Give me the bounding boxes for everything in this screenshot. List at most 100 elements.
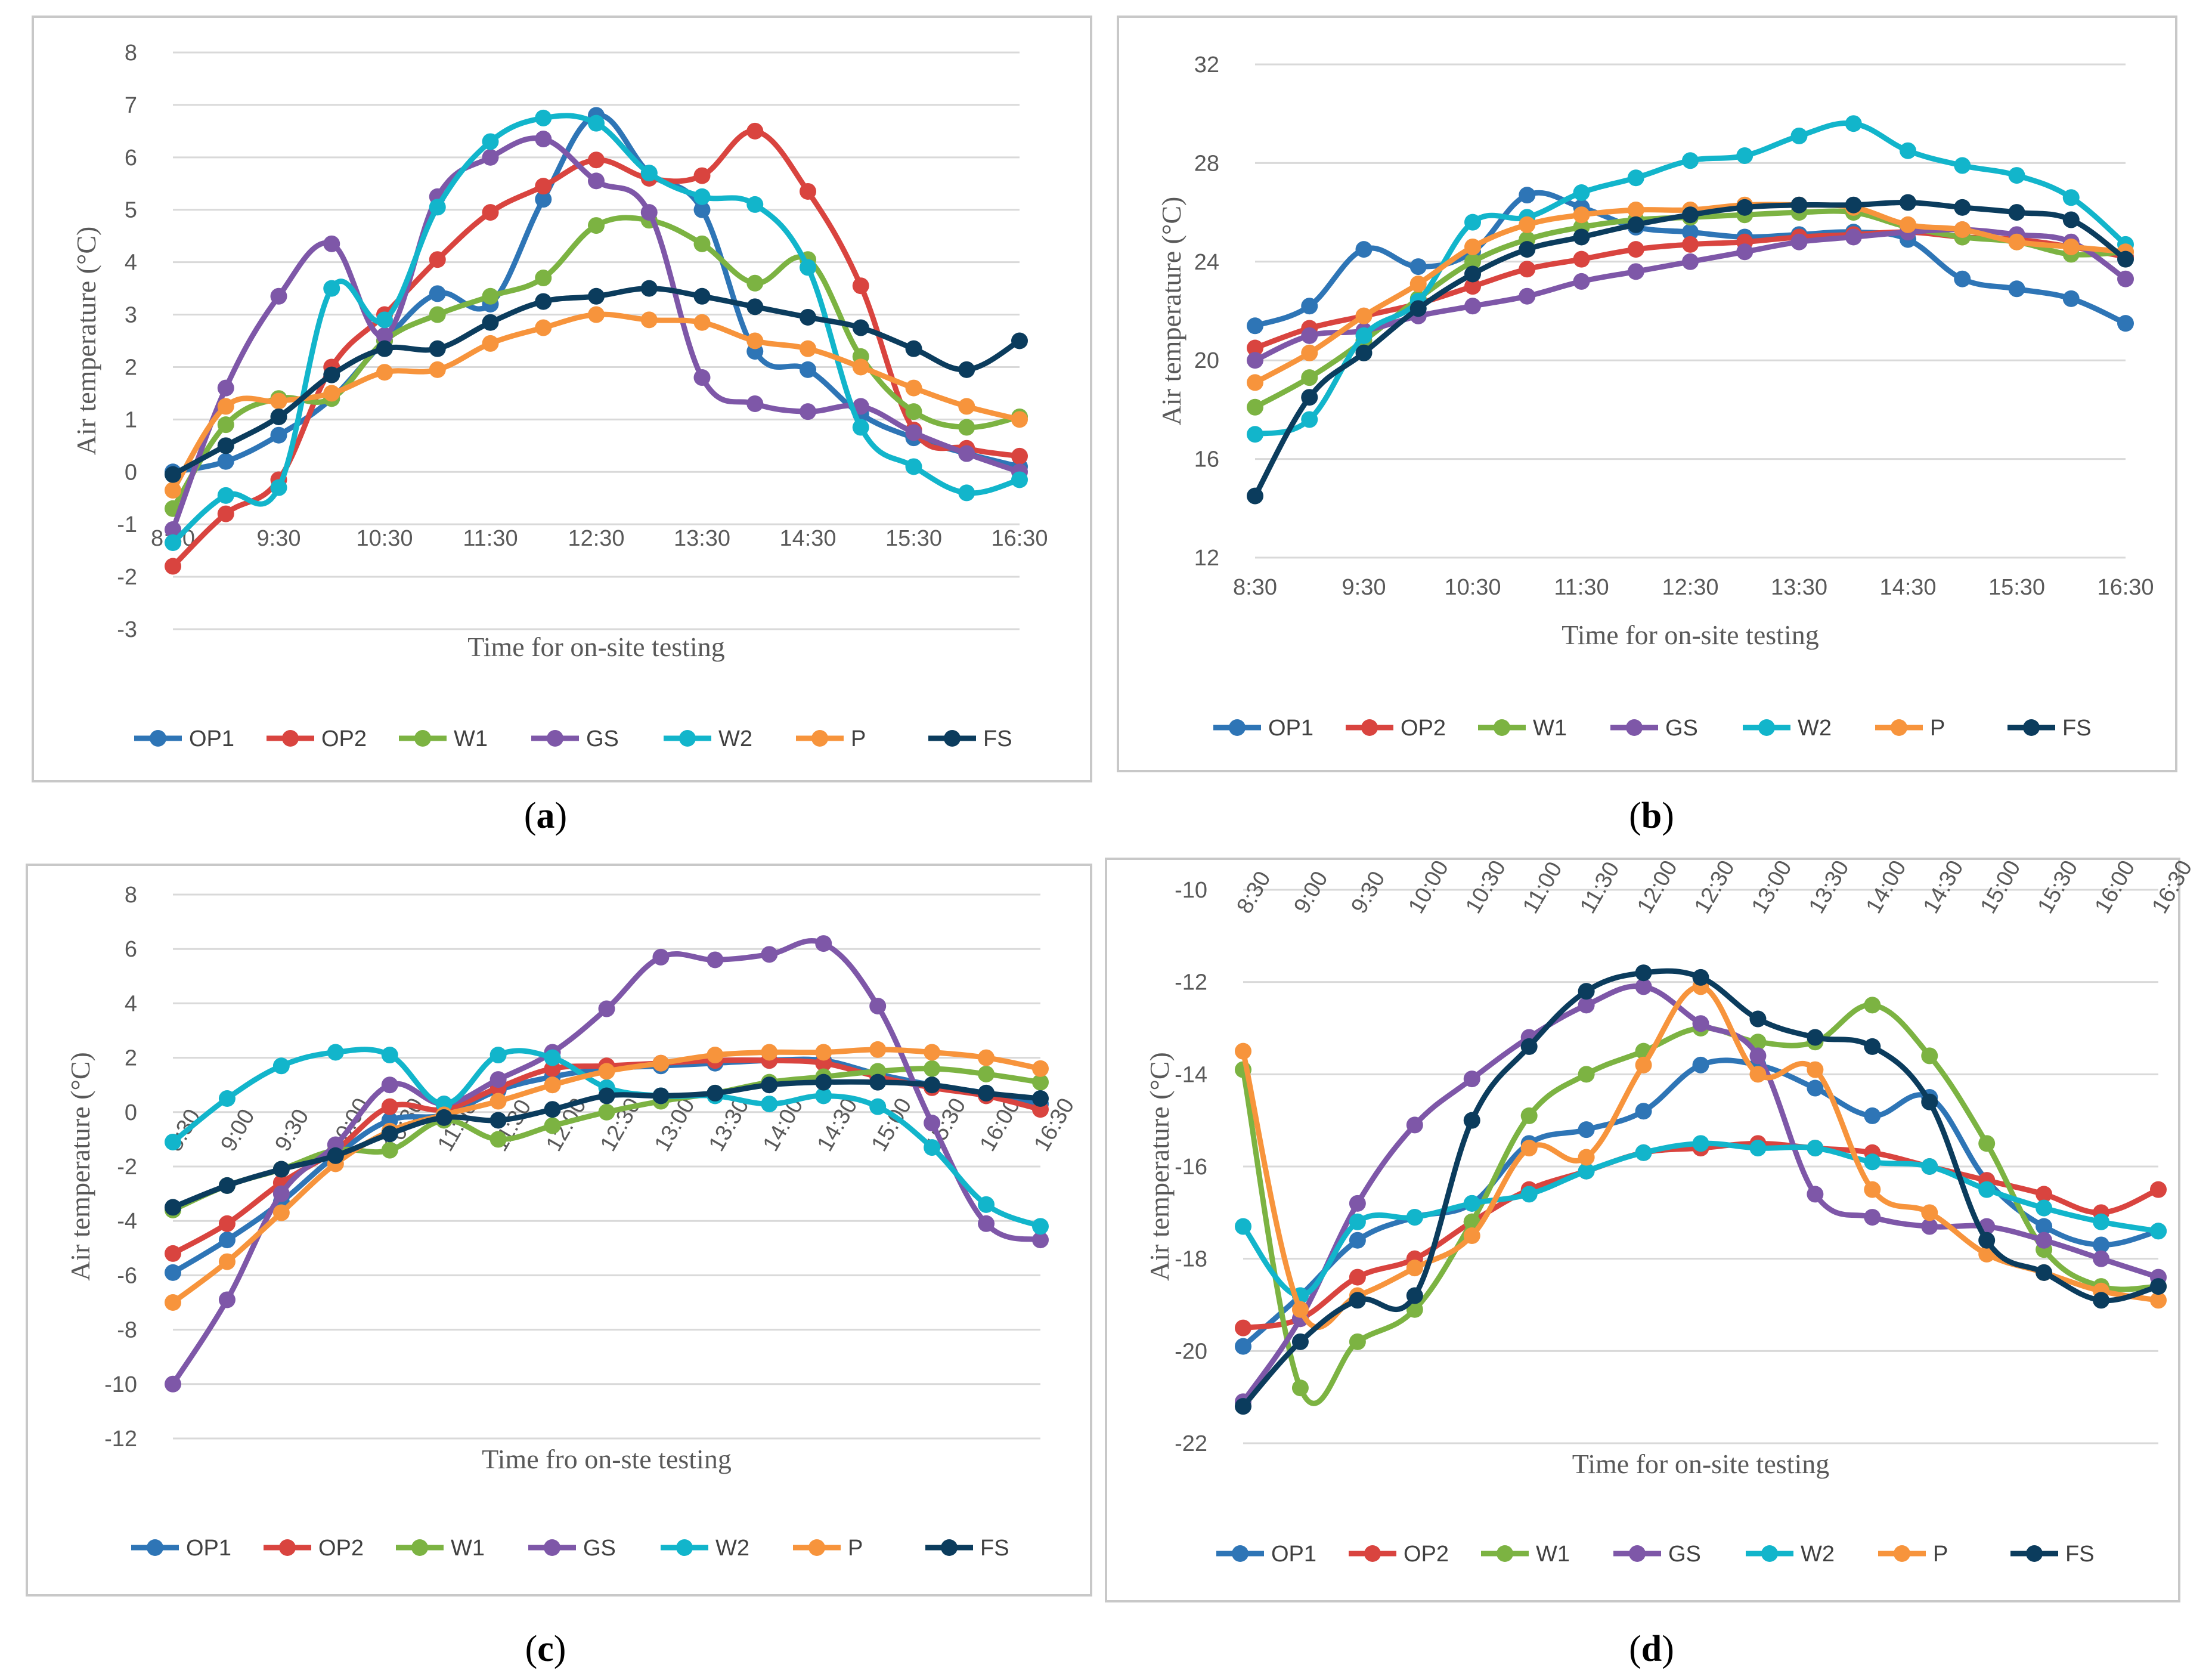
data-point — [376, 327, 393, 344]
legend-label: W1 — [1536, 1542, 1570, 1567]
data-point — [1463, 1227, 1480, 1244]
data-point — [815, 1087, 832, 1104]
data-point — [1406, 1209, 1423, 1226]
data-point — [1807, 1061, 1824, 1078]
y-tick-label: -16 — [1175, 1155, 1207, 1180]
data-point — [1235, 1398, 1251, 1415]
data-point — [1520, 1107, 1538, 1124]
data-point — [165, 521, 181, 538]
data-point — [2062, 211, 2080, 228]
data-point — [535, 319, 552, 336]
data-point — [852, 419, 869, 436]
data-point — [1682, 236, 1699, 253]
legend-label: P — [848, 1536, 863, 1561]
data-point — [588, 306, 605, 323]
y-tick-label: 1 — [125, 407, 137, 432]
y-tick-label: 8 — [125, 883, 137, 908]
data-point — [165, 534, 181, 551]
data-point — [165, 1133, 181, 1150]
legend-item-op1: OP1 — [134, 726, 234, 751]
series-gs — [165, 131, 1028, 538]
legend-marker — [411, 1539, 428, 1556]
legend-item-op1: OP1 — [1213, 716, 1313, 741]
data-point — [1247, 426, 1263, 443]
data-point — [217, 505, 234, 522]
data-point — [323, 280, 340, 297]
data-point — [218, 1177, 236, 1194]
data-point — [482, 133, 499, 150]
panel-caption: (d) — [1629, 1629, 1674, 1669]
data-point — [270, 392, 287, 410]
data-point — [1578, 1149, 1595, 1166]
legend-label: FS — [983, 726, 1012, 751]
data-point — [1736, 243, 1754, 261]
data-point — [218, 1090, 236, 1107]
legend-marker — [147, 1539, 163, 1556]
legend-marker — [2023, 719, 2040, 736]
x-tick-label: 15:30 — [2033, 856, 2083, 918]
data-point — [1464, 238, 1481, 255]
legend-marker — [544, 1539, 560, 1556]
data-point — [1409, 276, 1427, 293]
data-point — [652, 1087, 670, 1104]
y-tick-label: 6 — [125, 937, 137, 962]
x-tick-label: 16:30 — [991, 526, 1048, 551]
legend-item-w1: W1 — [399, 726, 488, 751]
data-point — [588, 217, 605, 234]
legend-marker — [1361, 719, 1378, 736]
series-w2 — [1247, 115, 2134, 443]
data-point — [535, 293, 552, 310]
x-tick-label: 13:30 — [1804, 856, 1854, 918]
data-point — [693, 369, 711, 386]
legend-label: P — [1933, 1542, 1948, 1567]
data-point — [1032, 1090, 1049, 1107]
data-point — [2036, 1218, 2053, 1235]
series-w2 — [1235, 1135, 2167, 1304]
data-point — [978, 1084, 995, 1102]
series-fs — [1247, 194, 2134, 505]
data-point — [1749, 1047, 1767, 1065]
chart-frame — [1117, 16, 2177, 772]
data-point — [272, 1204, 290, 1221]
chart-panel-a: -3-2-10123456788:309:3010:3011:3012:3013… — [32, 16, 1092, 836]
data-point — [598, 1000, 615, 1017]
data-point — [482, 148, 499, 166]
data-point — [270, 479, 287, 496]
data-point — [490, 1112, 507, 1129]
data-point — [270, 408, 287, 425]
x-tick-label: 13:30 — [674, 526, 730, 551]
data-point — [1406, 1260, 1423, 1277]
data-point — [1247, 352, 1263, 369]
data-point — [905, 340, 922, 357]
x-tick-label: 11:30 — [1575, 858, 1625, 918]
data-point — [2036, 1232, 2053, 1249]
series-op2 — [165, 122, 1028, 575]
data-point — [381, 1047, 398, 1064]
data-point — [2150, 1223, 2167, 1240]
y-tick-label: -20 — [1175, 1339, 1207, 1364]
legend-label: W2 — [718, 726, 752, 751]
data-point — [1301, 298, 1318, 315]
data-point — [217, 398, 234, 415]
x-tick-label: 12:30 — [568, 526, 624, 551]
data-point — [958, 445, 975, 462]
data-point — [323, 385, 340, 402]
legend-label: OP1 — [189, 726, 234, 751]
series-w2 — [165, 1044, 1049, 1235]
data-point — [746, 395, 764, 412]
y-tick-label: -8 — [117, 1318, 137, 1343]
data-point — [544, 1076, 561, 1094]
x-tick-label: 8:30 — [1232, 867, 1275, 918]
legend-label: GS — [1665, 716, 1698, 741]
data-point — [1682, 253, 1699, 270]
data-point — [217, 453, 234, 470]
legend-label: W2 — [1801, 1542, 1835, 1567]
x-tick-label: 12:30 — [1662, 575, 1718, 600]
data-point — [165, 1199, 181, 1216]
x-axis-title: Time for on-site testing — [467, 632, 724, 662]
y-tick-label: 12 — [1194, 546, 1219, 571]
data-point — [1627, 216, 1644, 233]
data-point — [435, 1109, 453, 1126]
series-line-w2 — [1254, 120, 2127, 437]
x-tick-label: 14:30 — [1919, 856, 1969, 918]
